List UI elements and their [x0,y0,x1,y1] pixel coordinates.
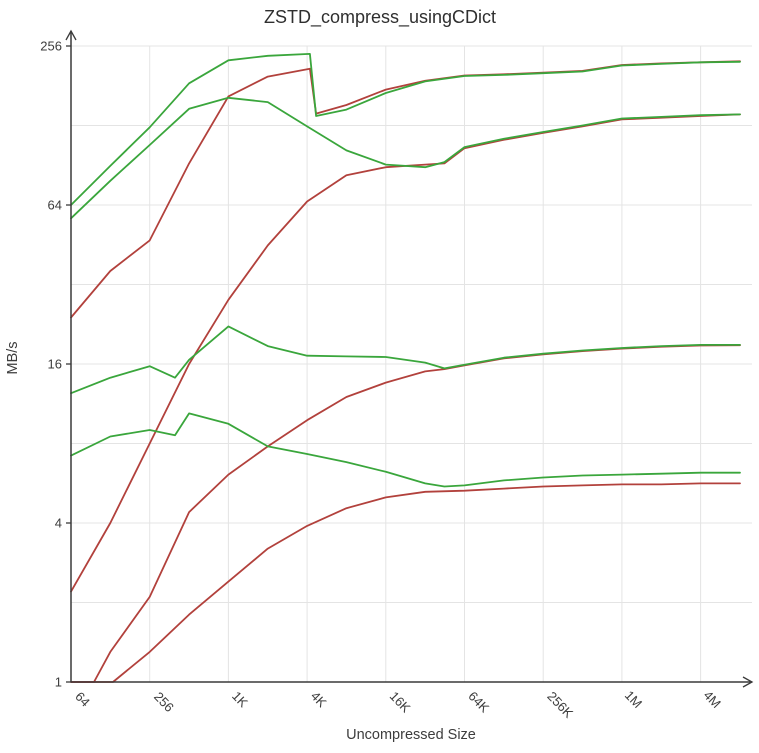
series-red-upper-mid [70,113,741,593]
x-tick-label: 4M [701,688,724,711]
y-tick-label: 64 [48,198,62,213]
gridlines [71,45,752,682]
series-red-top [70,60,741,319]
series-red-bottom [70,482,741,683]
x-tick-label: 16K [387,688,414,715]
y-tick-label: 4 [55,516,62,531]
series-green-top [70,53,741,206]
x-tick-label: 64K [465,688,492,715]
x-tick-label: 64 [72,689,93,710]
x-tick-label: 256 [151,689,177,715]
x-tick-label: 256K [544,689,576,721]
axes [65,29,754,688]
y-tick-label: 1 [55,675,62,690]
x-axis-title: Uncompressed Size [346,727,476,743]
y-tick-label: 16 [48,357,62,372]
x-tick-label: 1K [229,688,251,710]
y-tick-label: 256 [40,39,62,54]
y-axis-arrow [65,29,77,41]
x-tick-label: 1M [622,688,645,711]
y-axis-title: MB/s [5,341,21,374]
chart-title: ZSTD_compress_usingCDict [264,7,496,28]
x-tick-label: 4K [308,688,330,710]
series-green-lower-mid [70,325,741,395]
data-series [70,53,741,683]
series-green-bottom [70,412,741,488]
series-green-upper-mid [70,96,741,220]
x-axis-arrow [742,676,754,688]
